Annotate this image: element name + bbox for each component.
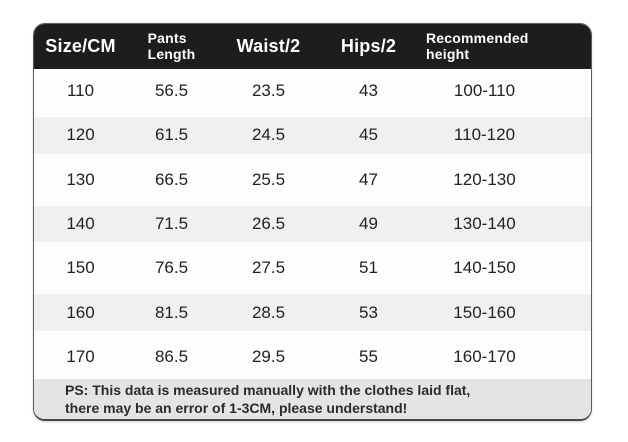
table-cell: 27.5 <box>251 258 286 278</box>
table-cell: 29.5 <box>251 346 286 366</box>
table-cell: 160 <box>66 302 95 322</box>
table-cell: 110-120 <box>453 125 516 145</box>
table-cell: 100-110 <box>453 81 516 101</box>
column-header-label: Recommended height <box>426 29 529 62</box>
table-cell: 140 <box>66 213 95 233</box>
table-cell: 49 <box>359 213 378 233</box>
table-row: 170 86.5 29.5 55 160-170 <box>34 334 591 379</box>
table-cell: 71.5 <box>154 213 189 233</box>
column-header-recommended-height: Recommended height <box>416 24 591 69</box>
table-cell: 86.5 <box>154 346 189 366</box>
table-row: 120 61.5 24.5 45 110-120 <box>34 113 591 158</box>
table-cell: 61.5 <box>154 125 189 145</box>
table-row: 160 81.5 28.5 53 150-160 <box>34 290 591 335</box>
table-cell: 45 <box>359 125 378 145</box>
table-cell: 120-130 <box>453 169 516 189</box>
column-header-label: Hips/2 <box>340 36 397 57</box>
table-cell: 47 <box>359 169 378 189</box>
table-row: 150 76.5 27.5 51 140-150 <box>34 246 591 291</box>
table-cell: 130-140 <box>453 213 516 233</box>
column-header-waist: Waist/2 <box>216 24 321 69</box>
table-header-row: Size/CM Pants Length Waist/2 Hips/2 Reco… <box>34 24 591 69</box>
table-cell: 51 <box>359 258 378 278</box>
table-cell: 56.5 <box>154 81 189 101</box>
table-cell: 23.5 <box>251 81 286 101</box>
table-row: 130 66.5 25.5 47 120-130 <box>34 157 591 202</box>
table-cell: 150 <box>66 258 95 278</box>
table-cell: 140-150 <box>453 258 516 278</box>
table-footnote: PS: This data is measured manually with … <box>34 378 591 419</box>
table-cell: 81.5 <box>154 302 189 322</box>
table-cell: 170 <box>66 346 95 366</box>
column-header-label: Size/CM <box>45 36 116 57</box>
table-row: 140 71.5 26.5 49 130-140 <box>34 201 591 247</box>
footnote-line: there may be an error of 1-3CM, please u… <box>65 399 408 416</box>
table-cell: 160-170 <box>453 346 516 366</box>
column-header-size: Size/CM <box>34 24 127 69</box>
size-chart-table: Size/CM Pants Length Waist/2 Hips/2 Reco… <box>33 23 592 421</box>
table-cell: 55 <box>359 346 378 366</box>
column-header-label: Pants Length <box>147 29 196 62</box>
footnote-line: PS: This data is measured manually with … <box>65 381 471 398</box>
table-cell: 43 <box>359 81 378 101</box>
table-row: 110 56.5 23.5 43 100-110 <box>34 69 591 114</box>
table-cell: 130 <box>66 169 95 189</box>
table-cell: 110 <box>66 81 95 101</box>
table-cell: 28.5 <box>251 302 286 322</box>
column-header-hips: Hips/2 <box>321 24 416 69</box>
table-cell: 120 <box>66 125 95 145</box>
table-cell: 150-160 <box>453 302 516 322</box>
table-cell: 25.5 <box>251 169 286 189</box>
table-cell: 76.5 <box>154 258 189 278</box>
table-cell: 53 <box>359 302 378 322</box>
table-cell: 26.5 <box>251 213 286 233</box>
table-cell: 24.5 <box>251 125 286 145</box>
column-header-label: Waist/2 <box>236 36 301 57</box>
column-header-pants-length: Pants Length <box>127 24 216 69</box>
table-cell: 66.5 <box>154 169 189 189</box>
